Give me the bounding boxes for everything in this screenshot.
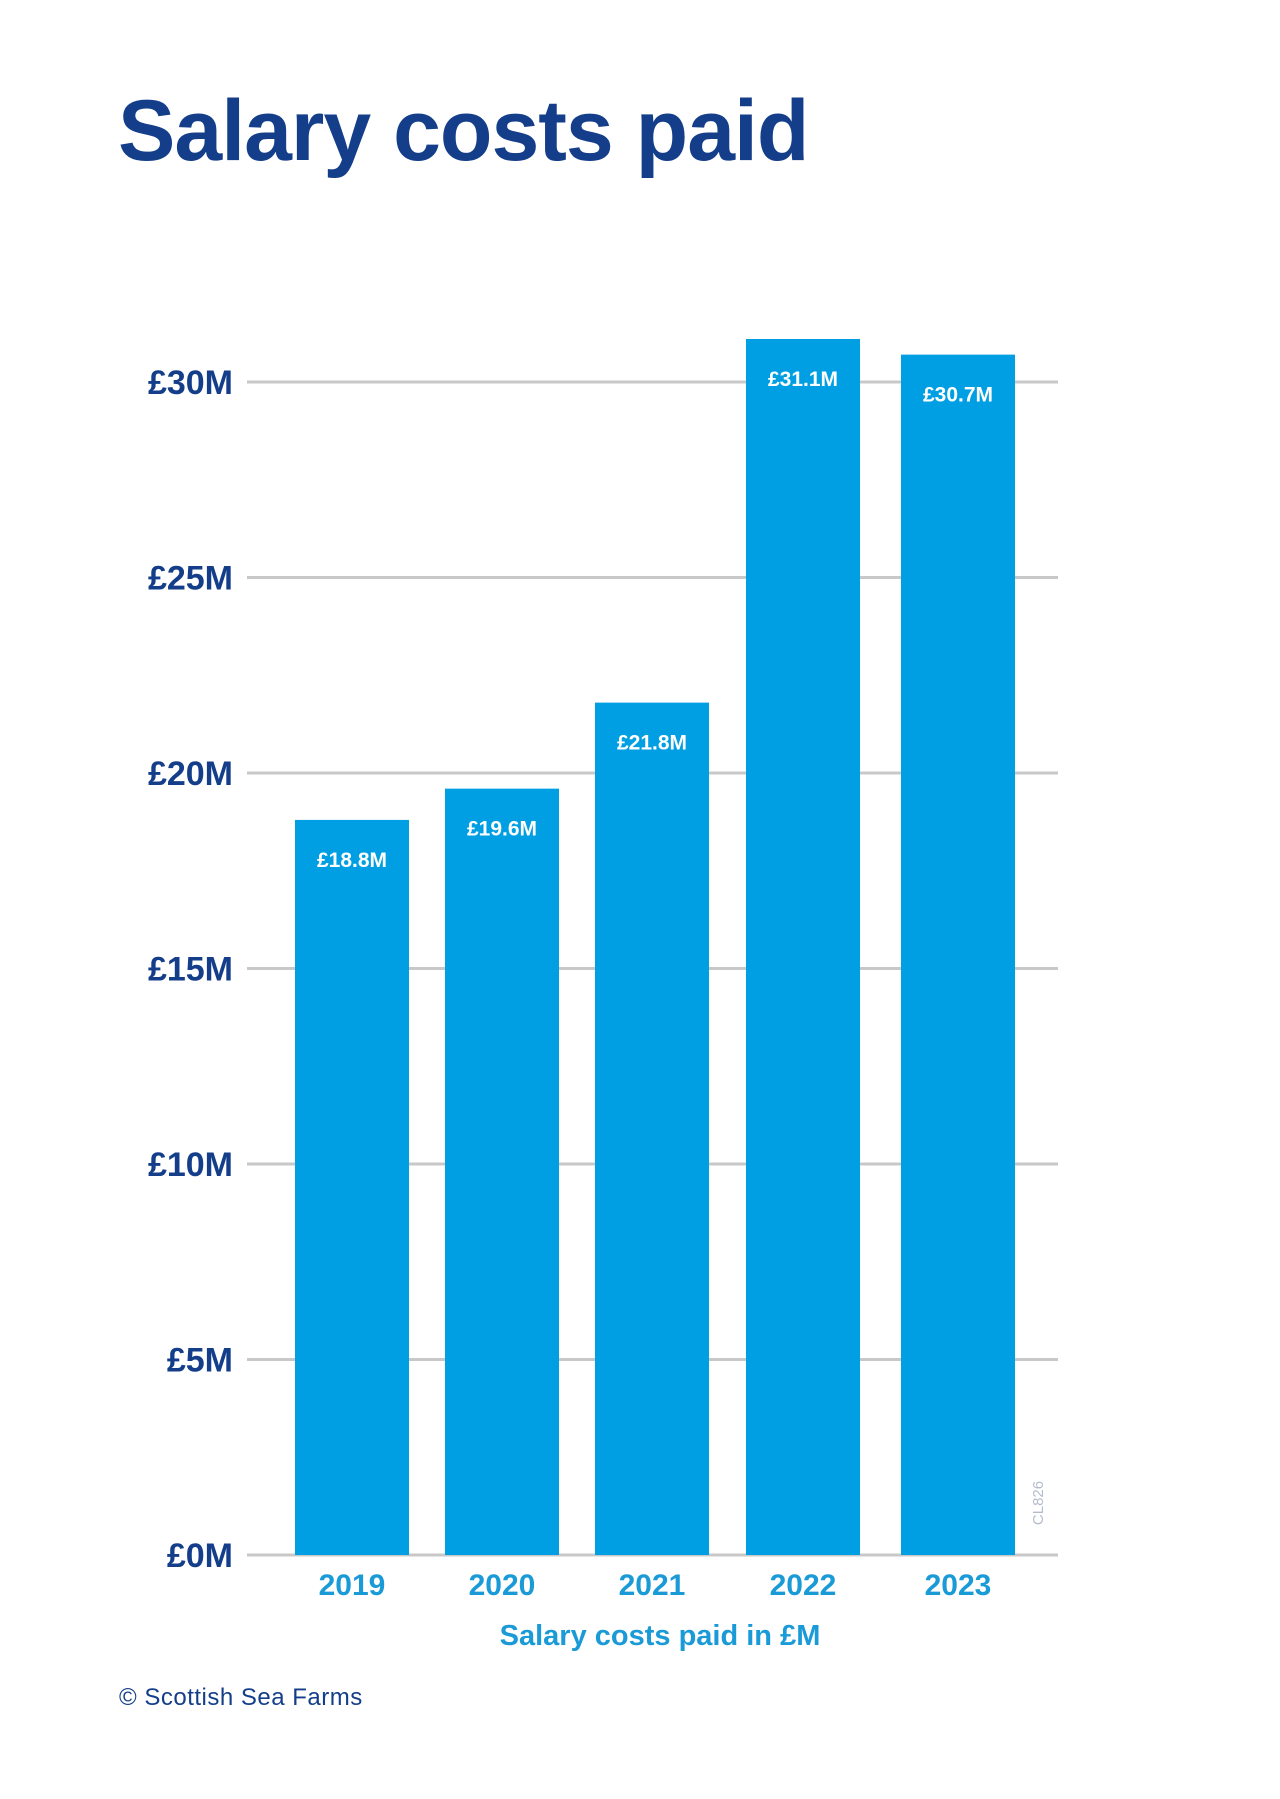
y-tick-label: £25M [148, 560, 233, 598]
x-tick-label: 2021 [619, 1569, 686, 1602]
bar-value-label: £19.6M [467, 818, 537, 841]
bar-2023 [901, 354, 1015, 1555]
bar-value-label: £31.1M [768, 368, 838, 391]
y-tick-label: £30M [148, 364, 233, 402]
y-tick-label: £5M [167, 1342, 233, 1380]
bars [295, 338, 1015, 1555]
copyright-footer: © Scottish Sea Farms [119, 1684, 363, 1711]
y-tick-label: £10M [148, 1146, 233, 1184]
y-tick-label: £0M [167, 1537, 233, 1575]
y-axis-tick-labels: £0M £5M £10M £15M £20M £25M £30M [148, 364, 233, 1575]
bar-2019 [295, 819, 409, 1555]
x-tick-label: 2019 [319, 1569, 386, 1602]
bar-2021 [595, 702, 709, 1555]
x-axis-label: Salary costs paid in £M [500, 1620, 821, 1652]
side-code-label: CL826 [1030, 1481, 1047, 1525]
x-tick-label: 2020 [469, 1569, 536, 1602]
x-tick-label: 2023 [925, 1569, 992, 1602]
x-tick-label: 2022 [770, 1569, 837, 1602]
chart-title: Salary costs paid [118, 83, 809, 179]
bar-2020 [445, 788, 559, 1555]
bar-2022 [746, 338, 860, 1555]
bar-value-label: £21.8M [617, 732, 687, 755]
y-tick-label: £15M [148, 951, 233, 989]
y-tick-label: £20M [148, 755, 233, 793]
bar-value-label: £30.7M [923, 384, 993, 407]
bar-value-labels: £18.8M £19.6M £21.8M £31.1M £30.7M [317, 368, 993, 872]
bar-value-label: £18.8M [317, 849, 387, 872]
x-axis-tick-labels: 2019 2020 2021 2022 2023 [319, 1569, 992, 1602]
